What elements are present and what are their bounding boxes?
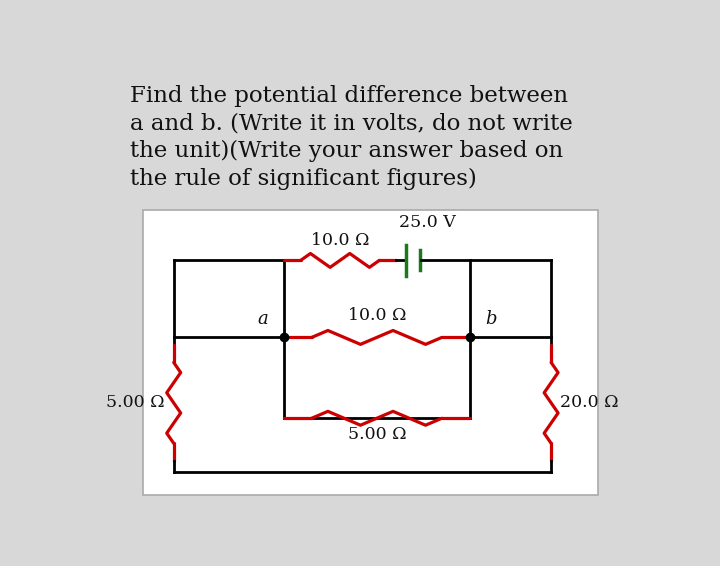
Text: b: b	[485, 310, 497, 328]
Text: 5.00 Ω: 5.00 Ω	[106, 395, 164, 411]
Text: Find the potential difference between: Find the potential difference between	[130, 85, 568, 107]
Text: 20.0 Ω: 20.0 Ω	[560, 395, 619, 411]
Text: the unit)(Write your answer based on: the unit)(Write your answer based on	[130, 140, 564, 162]
Text: a: a	[258, 310, 269, 328]
Text: 25.0 V: 25.0 V	[399, 214, 456, 231]
Text: a and b. (Write it in volts, do not write: a and b. (Write it in volts, do not writ…	[130, 113, 573, 135]
Text: 10.0 Ω: 10.0 Ω	[311, 232, 369, 249]
Text: 5.00 Ω: 5.00 Ω	[348, 426, 406, 443]
Text: the rule of significant figures): the rule of significant figures)	[130, 168, 477, 190]
FancyBboxPatch shape	[143, 211, 598, 495]
Text: 10.0 Ω: 10.0 Ω	[348, 307, 406, 324]
